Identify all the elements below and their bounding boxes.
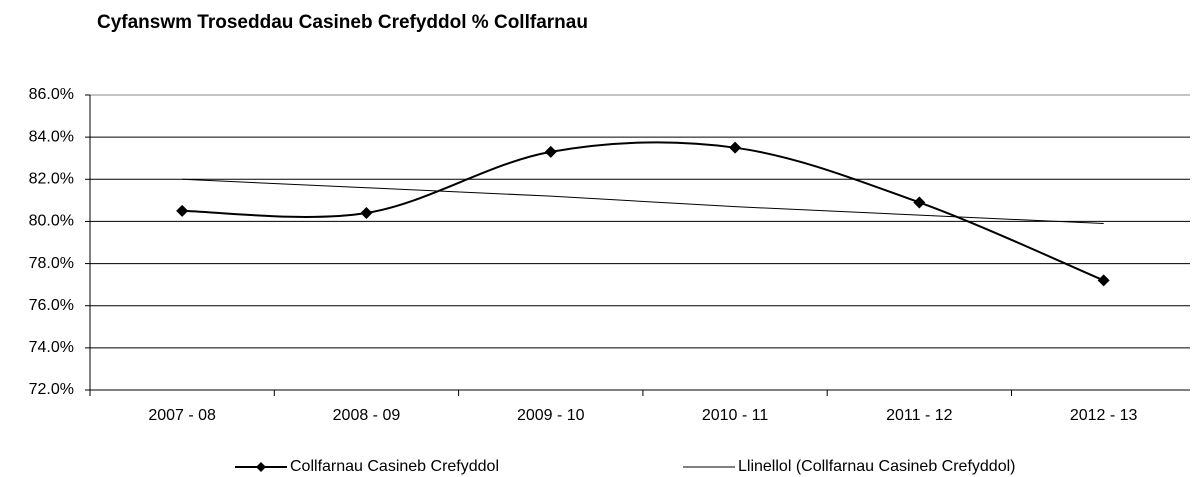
x-tick-label: 2009 - 10 bbox=[517, 407, 585, 424]
marker bbox=[176, 204, 189, 217]
y-tick-label: 80.0% bbox=[29, 213, 74, 230]
chart-title: Cyfanswm Troseddau Casineb Crefyddol % C… bbox=[97, 12, 588, 33]
y-tick-label: 72.0% bbox=[29, 381, 74, 398]
x-tick-label: 2010 - 11 bbox=[702, 407, 769, 424]
x-tick-label: 2011 - 12 bbox=[886, 407, 953, 424]
trend-line bbox=[182, 178, 1104, 225]
series-line bbox=[182, 141, 1105, 282]
marker bbox=[729, 141, 742, 154]
y-tick-label: 76.0% bbox=[29, 297, 74, 314]
legend-label: Llinellol (Collfarnau Casineb Crefyddol) bbox=[738, 458, 1015, 475]
y-tick-label: 74.0% bbox=[29, 339, 74, 356]
marker bbox=[544, 145, 557, 158]
legend-label: Collfarnau Casineb Crefyddol bbox=[290, 458, 499, 475]
x-tick-label: 2008 - 09 bbox=[333, 407, 401, 424]
y-tick-label: 82.0% bbox=[29, 171, 74, 188]
y-tick-label: 78.0% bbox=[29, 255, 74, 272]
y-tick-label: 86.0% bbox=[29, 86, 74, 103]
legend-marker bbox=[256, 462, 266, 472]
x-tick-label: 2007 - 08 bbox=[148, 407, 216, 424]
marker bbox=[913, 196, 926, 209]
marker bbox=[1097, 274, 1110, 287]
y-tick-label: 84.0% bbox=[29, 128, 74, 145]
marker bbox=[360, 207, 373, 219]
x-tick-label: 2012 - 13 bbox=[1070, 407, 1138, 424]
